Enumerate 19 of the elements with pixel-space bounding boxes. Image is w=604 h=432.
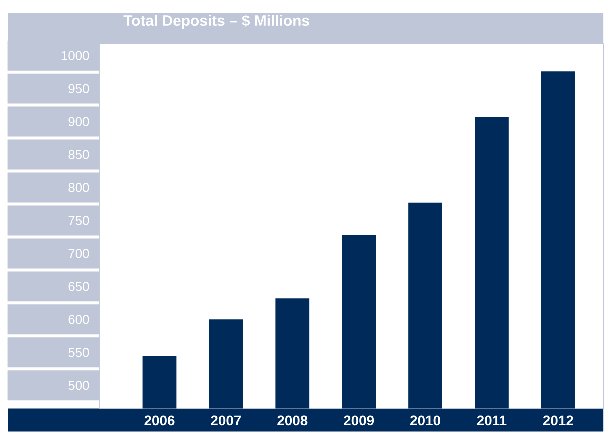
x-tick-label: 2009 [344, 416, 374, 426]
y-tick-label: 950 [68, 84, 90, 94]
chart-title: Total Deposits – $ Millions [124, 14, 310, 30]
y-tick-label: 700 [68, 249, 90, 258]
x-tick-label: 2007 [211, 416, 242, 426]
x-tick-label: 2011 [477, 416, 507, 426]
y-tick-label: 600 [68, 315, 90, 324]
y-tick-label: 750 [68, 216, 90, 226]
y-tick-label: 800 [68, 183, 90, 192]
y-tick-label: 900 [68, 117, 90, 127]
x-tick-label: 2010 [410, 416, 440, 426]
x-tick-label: 2006 [144, 416, 175, 426]
y-tick-label: 850 [68, 150, 90, 160]
x-tick-label: 2008 [278, 416, 308, 426]
y-tick-label: 550 [68, 348, 90, 358]
y-tick-label: 1000 [62, 51, 90, 61]
x-tick-label: 2012 [543, 416, 574, 426]
y-tick-label: 650 [68, 282, 90, 292]
y-tick-label: 500 [68, 381, 90, 390]
